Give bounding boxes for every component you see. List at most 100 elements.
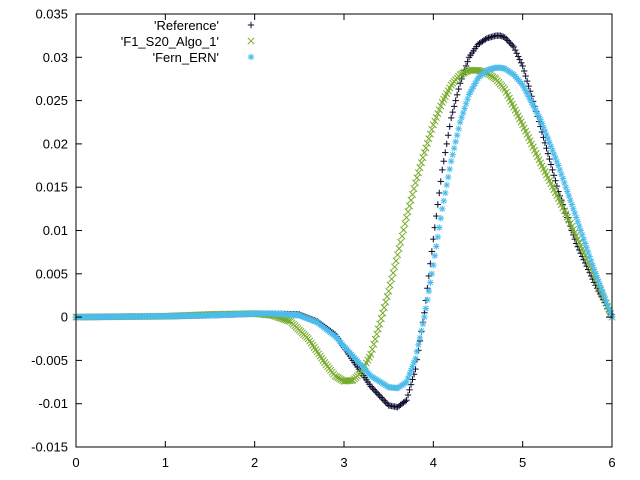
data-point xyxy=(377,314,385,323)
data-point xyxy=(501,34,508,41)
data-point xyxy=(422,305,430,312)
y-tick-label: 0.005 xyxy=(35,266,68,281)
data-point xyxy=(440,158,447,165)
data-point xyxy=(437,178,444,185)
data-point xyxy=(452,97,459,104)
data-point xyxy=(397,238,405,246)
data-point xyxy=(510,43,517,51)
data-point xyxy=(515,53,522,60)
data-point xyxy=(522,72,529,80)
data-point xyxy=(453,132,461,139)
data-point xyxy=(401,398,409,405)
data-point xyxy=(429,121,437,129)
data-point xyxy=(426,130,434,138)
data-point xyxy=(452,138,459,145)
data-point xyxy=(373,330,381,338)
data-point xyxy=(442,189,449,197)
data-point xyxy=(461,105,468,112)
data-point xyxy=(367,383,374,390)
data-point xyxy=(378,394,385,401)
y-tick-label: -0.01 xyxy=(38,396,68,411)
data-point xyxy=(413,348,421,355)
data-point xyxy=(389,269,397,277)
data-point xyxy=(544,150,552,157)
data-point xyxy=(412,355,419,362)
data-point xyxy=(425,135,433,143)
data-point xyxy=(379,309,387,317)
data-point xyxy=(408,190,417,198)
data-point xyxy=(504,37,511,44)
data-point xyxy=(450,145,458,152)
data-point xyxy=(439,205,446,213)
data-point xyxy=(549,166,556,174)
data-point xyxy=(516,56,523,63)
axes: 0 1 2 3 4 5 6 -0.015 -0.01 -0.005 0 0.005 0.01 0.015 0… xyxy=(31,7,615,471)
data-point xyxy=(414,169,422,177)
data-point xyxy=(462,100,470,107)
data-point xyxy=(522,87,529,94)
x-tick-label: 6 xyxy=(608,455,615,470)
data-point xyxy=(375,391,382,398)
data-point xyxy=(436,224,443,231)
data-point xyxy=(437,102,445,110)
data-point xyxy=(513,50,520,57)
legend-label: 'Reference' xyxy=(154,18,219,33)
data-point xyxy=(407,196,415,204)
data-point xyxy=(385,287,393,295)
data-point xyxy=(406,386,413,394)
data-point xyxy=(432,113,440,121)
legend-marker xyxy=(247,21,255,29)
data-point xyxy=(404,208,412,216)
data-point xyxy=(418,327,425,335)
data-point xyxy=(404,391,412,399)
data-point xyxy=(459,109,467,117)
data-point xyxy=(391,263,399,271)
data-point xyxy=(381,397,388,404)
legend-entry: 'F1_S20_Algo_1' xyxy=(121,34,255,49)
data-point xyxy=(386,281,394,289)
data-point xyxy=(425,287,433,295)
data-point xyxy=(506,38,513,46)
y-tick-label: 0.01 xyxy=(43,223,68,238)
data-point xyxy=(376,320,384,328)
data-point xyxy=(449,151,456,158)
data-point xyxy=(436,189,443,197)
data-point xyxy=(382,298,390,306)
data-point xyxy=(446,123,453,130)
data-point xyxy=(453,91,461,99)
data-point xyxy=(434,201,441,208)
data-point xyxy=(509,42,516,49)
data-point xyxy=(424,285,431,292)
data-point xyxy=(586,253,593,260)
data-point xyxy=(374,325,382,333)
series-2 xyxy=(72,66,616,385)
data-point xyxy=(424,296,431,303)
data-point xyxy=(449,108,456,116)
data-point xyxy=(388,275,396,283)
data-point xyxy=(382,399,389,406)
x-tick-label: 3 xyxy=(340,455,347,470)
data-point xyxy=(455,125,462,132)
data-point xyxy=(577,227,584,234)
data-point xyxy=(431,117,439,125)
data-point xyxy=(552,177,559,184)
legend-marker xyxy=(247,53,255,61)
data-point xyxy=(430,261,437,269)
data-point xyxy=(458,114,465,121)
data-point xyxy=(450,103,458,110)
data-point xyxy=(503,35,510,43)
legend-label: 'F1_S20_Algo_1' xyxy=(121,34,219,49)
data-point xyxy=(411,179,420,187)
data-point xyxy=(567,196,574,204)
data-point xyxy=(395,244,403,253)
y-tick-label: 0.035 xyxy=(35,7,68,22)
data-point xyxy=(368,345,376,353)
data-point xyxy=(383,293,391,301)
data-point xyxy=(402,213,411,222)
data-point xyxy=(410,185,418,193)
x-tick-label: 4 xyxy=(430,455,437,470)
data-point xyxy=(370,340,378,348)
data-point xyxy=(446,165,453,173)
data-point xyxy=(417,159,425,167)
data-point xyxy=(497,32,504,39)
